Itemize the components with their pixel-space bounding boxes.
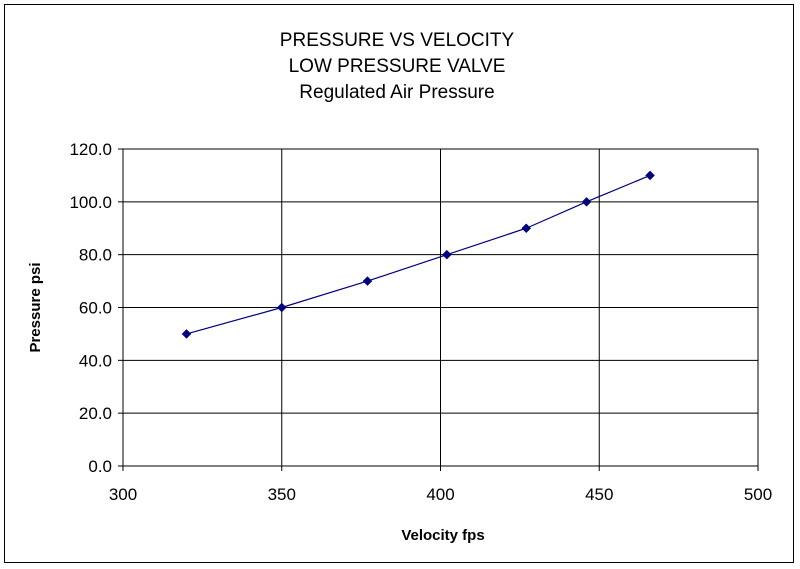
chart-frame — [4, 4, 794, 563]
chart-title-line: PRESSURE VS VELOCITY — [280, 30, 515, 51]
y-axis: 0.0 20.0 40.0 60.0 80.0 100.0 120.0 — [69, 140, 123, 476]
y-tick-label: 20.0 — [79, 404, 112, 423]
x-tick-label: 500 — [744, 485, 772, 504]
data-point — [521, 223, 532, 234]
chart-title: PRESSURE VS VELOCITY LOW PRESSURE VALVE Re… — [280, 30, 515, 103]
y-axis-label: Pressure psi — [27, 262, 44, 352]
x-axis: 300 350 400 450 500 — [109, 466, 772, 504]
series-layer — [181, 170, 655, 339]
grid-lines — [122, 148, 759, 467]
data-point — [276, 302, 287, 313]
y-tick-label: 40.0 — [79, 351, 112, 370]
y-tick-label: 100.0 — [69, 193, 112, 212]
x-tick-label: 450 — [585, 485, 613, 504]
x-axis-label: Velocity fps — [401, 527, 484, 544]
data-point — [645, 170, 655, 181]
data-point — [181, 329, 192, 339]
data-point — [362, 276, 373, 286]
data-point — [441, 249, 452, 260]
x-tick-label: 400 — [426, 485, 454, 504]
x-tick-label: 350 — [268, 485, 296, 504]
chart-title-line: LOW PRESSURE VALVE — [289, 56, 506, 77]
y-tick-label: 0.0 — [88, 457, 112, 476]
y-tick-label: 80.0 — [79, 246, 112, 265]
y-tick-label: 120.0 — [69, 140, 112, 159]
x-tick-label: 300 — [109, 485, 137, 504]
data-point — [581, 196, 592, 207]
y-tick-label: 60.0 — [79, 299, 112, 318]
chart-title-line: Regulated Air Pressure — [299, 82, 494, 103]
